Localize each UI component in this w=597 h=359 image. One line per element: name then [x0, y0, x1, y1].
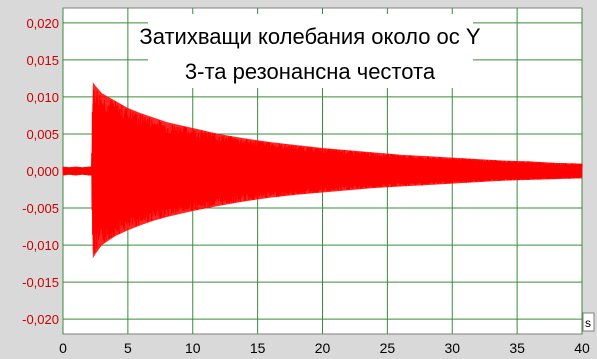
- x-tick-label: 20: [315, 340, 331, 356]
- x-tick-label: 5: [124, 340, 132, 356]
- x-tick-label: 35: [509, 340, 525, 356]
- y-tick-label: -0,005: [22, 201, 59, 216]
- title-background: [148, 14, 473, 88]
- x-tick-label: 30: [444, 340, 460, 356]
- y-tick-label: 0,020: [26, 16, 59, 31]
- x-unit-label: s: [585, 316, 591, 330]
- y-tick-label: -0,020: [22, 312, 59, 327]
- signal-series: [62, 82, 583, 259]
- y-tick-label: 0,005: [26, 127, 59, 142]
- chart-title-line-1: Затихващи колебания около ос Y: [139, 24, 480, 49]
- x-tick-label: 40: [574, 340, 590, 356]
- x-axis-ticks: 0 5 10 15 20 25 30 35 40: [59, 340, 590, 356]
- chart-title-box: Затихващи колебания около ос Y 3-та резо…: [139, 14, 481, 88]
- x-unit-box: s: [582, 312, 595, 332]
- y-axis-ticks: 0,020 0,015 0,010 0,005 0,000 -0,005 -0,010 -0,…: [22, 16, 59, 327]
- x-tick-label: 0: [59, 340, 67, 356]
- y-tick-label: 0,010: [26, 90, 59, 105]
- x-tick-label: 15: [250, 340, 266, 356]
- y-tick-label: 0,000: [26, 164, 59, 179]
- y-tick-label: 0,015: [26, 53, 59, 68]
- y-tick-label: -0,010: [22, 238, 59, 253]
- y-tick-label: -0,015: [22, 275, 59, 290]
- x-tick-label: 25: [380, 340, 396, 356]
- x-tick-label: 10: [185, 340, 201, 356]
- signal-envelope: [63, 82, 582, 259]
- x-unit-background: [582, 312, 595, 332]
- chart-title-line-2: 3-та резонансна честота: [185, 59, 436, 84]
